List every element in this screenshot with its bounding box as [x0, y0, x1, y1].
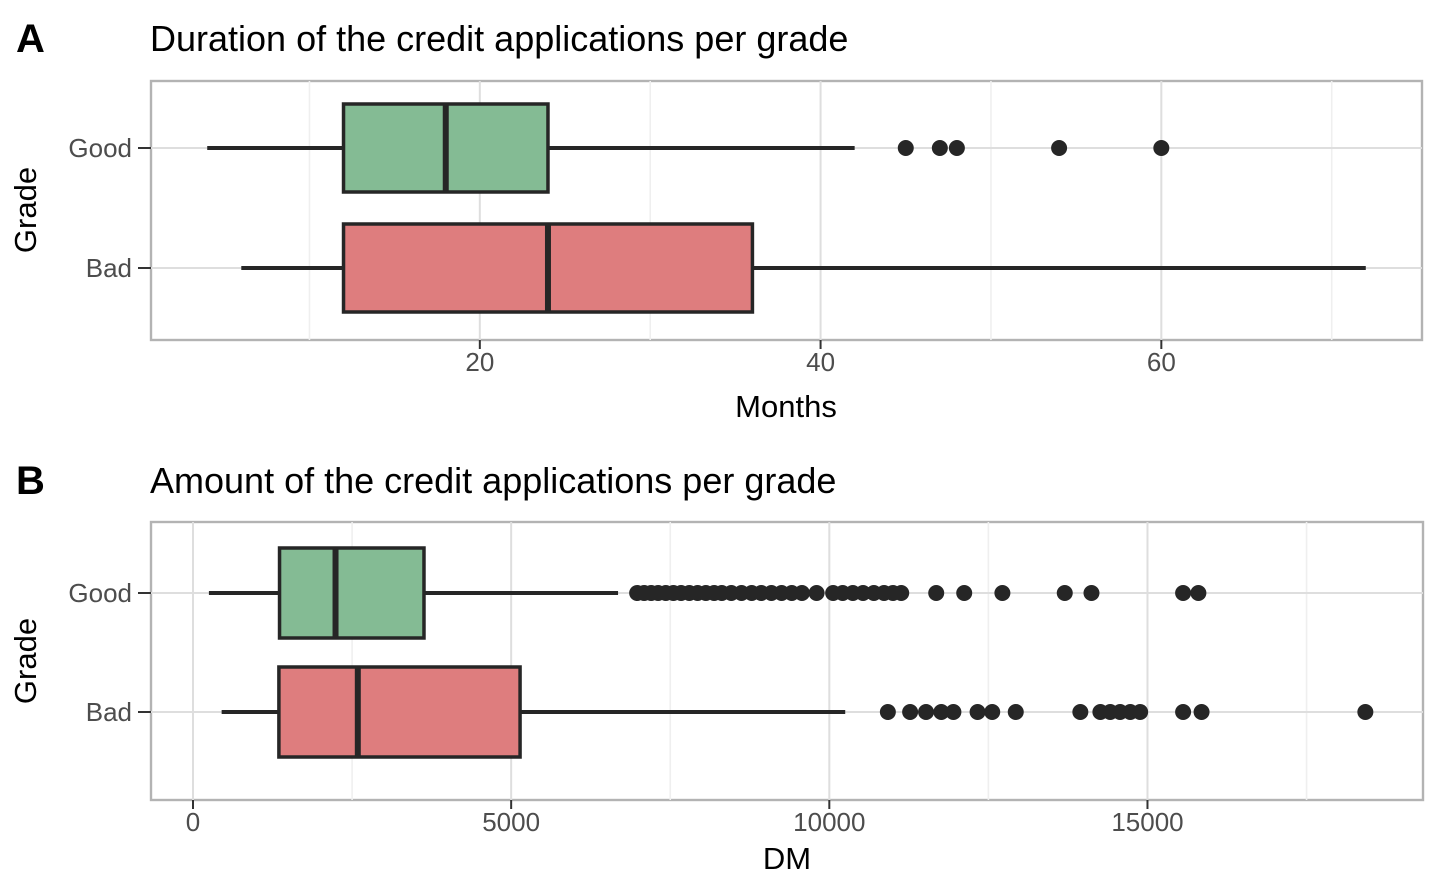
x-tick-label: 15000 [1111, 807, 1183, 837]
boxplot-good [207, 102, 1170, 194]
outlier-dot [931, 140, 948, 156]
iqr-box [277, 546, 426, 640]
outlier-dot [945, 704, 962, 720]
outlier-dot [1190, 585, 1207, 601]
outlier-dot [948, 140, 965, 156]
outlier-dot [879, 704, 896, 720]
x-tick-label: 60 [1147, 347, 1176, 377]
panel-a-tag: A [16, 17, 45, 61]
outlier-dot [1193, 704, 1210, 720]
x-tick-label: 5000 [482, 807, 540, 837]
x-tick-label: 10000 [793, 807, 865, 837]
outlier-dot [956, 585, 973, 601]
outlier-dot [897, 140, 914, 156]
outlier-dot [994, 585, 1011, 601]
boxplot-good [208, 546, 1207, 640]
panel-b-y-axis-title: Grade [8, 618, 43, 704]
y-tick-label: Bad [86, 697, 132, 727]
outlier-dot [969, 704, 986, 720]
x-tick-label: 0 [186, 807, 200, 837]
outlier-dot [893, 585, 910, 601]
outlier-dot [808, 585, 825, 601]
outlier-dot [1175, 585, 1192, 601]
outlier-dot [1132, 704, 1149, 720]
panel-b-plot-area: 0 5000 10000 15000 Good Bad [68, 520, 1425, 837]
panel-b-x-axis-title: DM [763, 841, 811, 876]
panel-a-y-axis-title: Grade [8, 167, 43, 253]
outlier-dot [1056, 585, 1073, 601]
outlier-dot [1153, 140, 1170, 156]
outlier-dot [1357, 704, 1374, 720]
outlier-dot [1175, 704, 1192, 720]
outlier-dot [1072, 704, 1089, 720]
panel-a-plot-area: 20 40 60 Good Bad [68, 79, 1424, 377]
panel-a-title: Duration of the credit applications per … [150, 18, 848, 59]
x-tick-label: 20 [465, 347, 494, 377]
boxplot-bad [241, 222, 1366, 314]
boxplot-bad [221, 665, 1374, 759]
outlier-dot [933, 704, 950, 720]
outlier-dot [984, 704, 1001, 720]
outlier-dot [793, 585, 810, 601]
y-tick-label: Good [68, 133, 132, 163]
outlier-dot [1051, 140, 1068, 156]
y-tick-label: Good [68, 578, 132, 608]
panel-b-tag: B [16, 459, 45, 503]
panel-a-plot: 20 40 60 Good Bad A Duration of the credit a… [8, 17, 1424, 424]
outlier-dot [928, 585, 945, 601]
panel-a-x-axis-title: Months [735, 389, 837, 424]
outlier-dot [1083, 585, 1100, 601]
y-tick-label: Bad [86, 253, 132, 283]
iqr-box [277, 665, 522, 759]
panel-background [149, 79, 1424, 342]
outlier-dot [902, 704, 919, 720]
outlier-dot [918, 704, 935, 720]
outlier-dot [1007, 704, 1024, 720]
panel-b-title: Amount of the credit applications per gr… [150, 460, 836, 501]
x-tick-label: 40 [806, 347, 835, 377]
panel-b-plot: 0 5000 10000 15000 Good Bad B Amount of the c… [8, 459, 1425, 876]
